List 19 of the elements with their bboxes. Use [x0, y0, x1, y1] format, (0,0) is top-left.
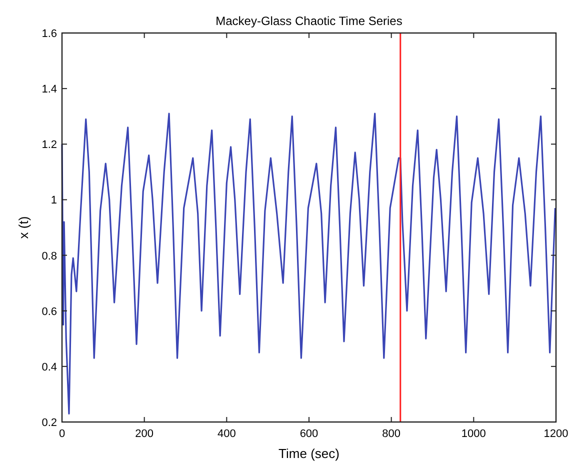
x-tick-label: 200 — [135, 428, 154, 440]
x-tick-label: 1200 — [544, 428, 568, 440]
x-tick-label: 1000 — [461, 428, 486, 440]
x-tick-label: 0 — [58, 428, 66, 440]
y-axis-title: x (t) — [16, 216, 31, 239]
chart-title: Mackey-Glass Chaotic Time Series — [216, 14, 402, 28]
y-tick-label: 0.4 — [42, 361, 57, 374]
y-tick-label: 0.6 — [42, 306, 57, 318]
y-tick-label: 1.2 — [42, 139, 57, 152]
y-tick-label: 0.8 — [42, 250, 57, 262]
line-series — [61, 112, 556, 414]
x-tick-label: 800 — [382, 428, 401, 440]
y-tick-label: 0.2 — [42, 417, 57, 429]
y-tick-label: 1.6 — [42, 28, 57, 40]
y-tick-label: 1.4 — [42, 84, 57, 96]
x-axis-title: Time (sec) — [278, 446, 340, 461]
y-tick-label: 1 — [50, 194, 57, 207]
x-tick-label: 400 — [217, 428, 236, 440]
x-tick-label: 600 — [300, 428, 318, 440]
